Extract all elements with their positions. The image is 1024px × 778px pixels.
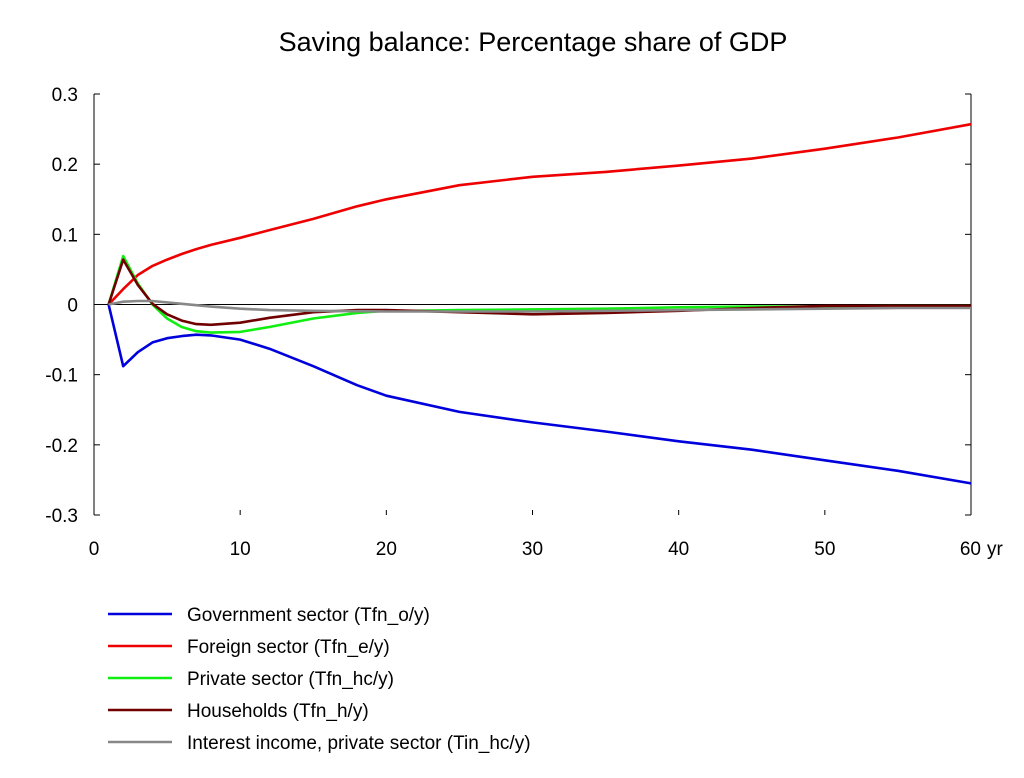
x-tick-label: 30 [522,539,543,560]
x-tick-label: 10 [230,539,251,560]
series-line-2 [107,122,972,306]
legend-label-4: Households (Tfn_h/y) [187,701,369,722]
x-tick-label: 50 [814,539,835,560]
chart-legend: Government sector (Tfn_o/y) Foreign secto… [108,605,531,754]
x-tick-label: 0 [89,539,100,560]
y-tick-label: 0.2 [52,155,78,176]
y-tick-label: 0.3 [52,85,78,106]
x-tick-label: 20 [376,539,397,560]
series-line-1 [107,304,972,485]
x-axis-unit: yr [987,539,1004,560]
y-tick-label: -0.2 [45,436,78,457]
y-tick-label: -0.3 [45,506,78,527]
x-tick-label: 40 [668,539,689,560]
legend-label-2: Foreign sector (Tfn_e/y) [187,637,390,658]
y-tick-label: -0.1 [45,366,78,387]
chart-lines [107,122,972,485]
legend-label-5: Interest income, private sector (Tin_hc/… [187,733,531,754]
series-line-5 [108,299,971,313]
y-tick-label: 0 [67,296,78,317]
chart-axes: 0.3 0.2 0.1 0 -0.1 -0.2 -0.3 0 10 20 30 40 50 60 yr [45,85,1003,560]
chart-title: Saving balance: Percentage share of GDP [279,27,788,57]
legend-label-1: Government sector (Tfn_o/y) [187,605,430,626]
legend-label-3: Private sector (Tfn_hc/y) [187,669,394,690]
x-tick-label: 60 [960,539,981,560]
series-line-3 [107,254,971,334]
y-tick-label: 0.1 [52,225,78,246]
